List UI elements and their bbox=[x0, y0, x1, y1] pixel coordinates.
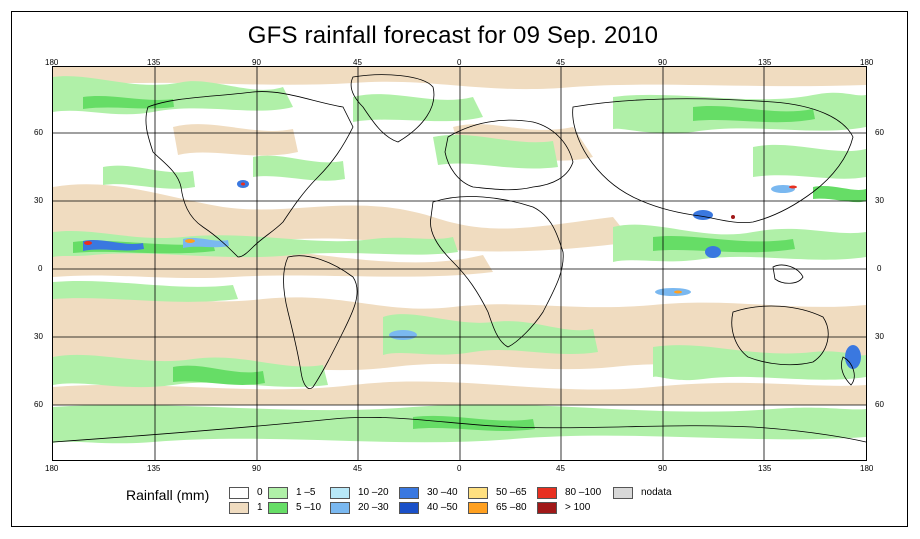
lat-label-right: 30 bbox=[875, 332, 884, 341]
lat-label-left: 60 bbox=[34, 128, 43, 137]
legend-label: 80 –100 bbox=[565, 487, 602, 498]
legend-label: 30 –40 bbox=[427, 487, 458, 498]
legend-swatch-8 bbox=[468, 487, 488, 499]
lon-label-bottom: 45 bbox=[556, 464, 565, 473]
legend-label: 20 –30 bbox=[358, 502, 389, 513]
lon-label-bottom: 90 bbox=[252, 464, 261, 473]
legend-label: 10 –20 bbox=[358, 487, 389, 498]
lon-label-top: 45 bbox=[556, 58, 565, 67]
lon-label-top: 45 bbox=[353, 58, 362, 67]
lon-label-top: 135 bbox=[147, 58, 161, 67]
legend-label: 1 bbox=[257, 502, 263, 513]
legend-swatch-4 bbox=[330, 487, 350, 499]
legend-swatch-0 bbox=[229, 487, 249, 499]
legend-label: 65 –80 bbox=[496, 502, 527, 513]
lon-label-top: 180 bbox=[45, 58, 59, 67]
legend: Rainfall (mm) 0 1 1 –5 5 –10 10 –20 20 –… bbox=[0, 484, 920, 524]
legend-swatch-2 bbox=[268, 487, 288, 499]
rain-extreme-spots bbox=[84, 182, 797, 294]
legend-title: Rainfall (mm) bbox=[126, 487, 210, 503]
lat-label-left: 30 bbox=[34, 332, 43, 341]
coastlines bbox=[53, 74, 866, 443]
legend-swatch-7 bbox=[399, 502, 419, 514]
lon-label-bottom: 135 bbox=[147, 464, 161, 473]
graticule bbox=[53, 67, 866, 460]
legend-label: 50 –65 bbox=[496, 487, 527, 498]
legend-swatch-10 bbox=[537, 487, 557, 499]
legend-swatch-11 bbox=[537, 502, 557, 514]
legend-label: > 100 bbox=[565, 502, 591, 513]
lon-label-top: 90 bbox=[658, 58, 667, 67]
lon-label-top: 0 bbox=[457, 58, 462, 67]
lon-label-bottom: 0 bbox=[457, 464, 462, 473]
map-title: GFS rainfall forecast for 09 Sep. 2010 bbox=[247, 22, 659, 49]
lat-label-right: 60 bbox=[875, 128, 884, 137]
legend-swatch-9 bbox=[468, 502, 488, 514]
rain-5to10-areas bbox=[73, 96, 866, 431]
lon-label-top: 90 bbox=[252, 58, 261, 67]
lat-label-left: 0 bbox=[38, 264, 43, 273]
lat-label-right: 30 bbox=[875, 196, 884, 205]
legend-label: nodata bbox=[641, 487, 672, 498]
legend-label: 0 bbox=[257, 487, 263, 498]
lon-label-top: 180 bbox=[860, 58, 874, 67]
legend-label: 5 –10 bbox=[296, 502, 322, 513]
legend-label: 1 –5 bbox=[296, 487, 316, 498]
legend-swatch-1 bbox=[229, 502, 249, 514]
lat-label-left: 30 bbox=[34, 196, 43, 205]
rain-heavy-areas bbox=[83, 180, 861, 369]
lon-label-bottom: 45 bbox=[353, 464, 362, 473]
legend-label: 40 –50 bbox=[427, 502, 458, 513]
lat-label-right: 0 bbox=[877, 264, 882, 273]
lat-label-right: 60 bbox=[875, 400, 884, 409]
rainfall-map[interactable] bbox=[52, 66, 867, 461]
legend-swatch-3 bbox=[268, 502, 288, 514]
lon-label-bottom: 90 bbox=[658, 464, 667, 473]
lon-label-bottom: 135 bbox=[758, 464, 772, 473]
lon-label-top: 135 bbox=[758, 58, 772, 67]
legend-swatch-12 bbox=[613, 487, 633, 499]
lat-label-left: 60 bbox=[34, 400, 43, 409]
lon-label-bottom: 180 bbox=[860, 464, 874, 473]
map-canvas bbox=[53, 67, 866, 460]
lon-label-bottom: 180 bbox=[45, 464, 59, 473]
legend-swatch-5 bbox=[330, 502, 350, 514]
legend-swatch-6 bbox=[399, 487, 419, 499]
